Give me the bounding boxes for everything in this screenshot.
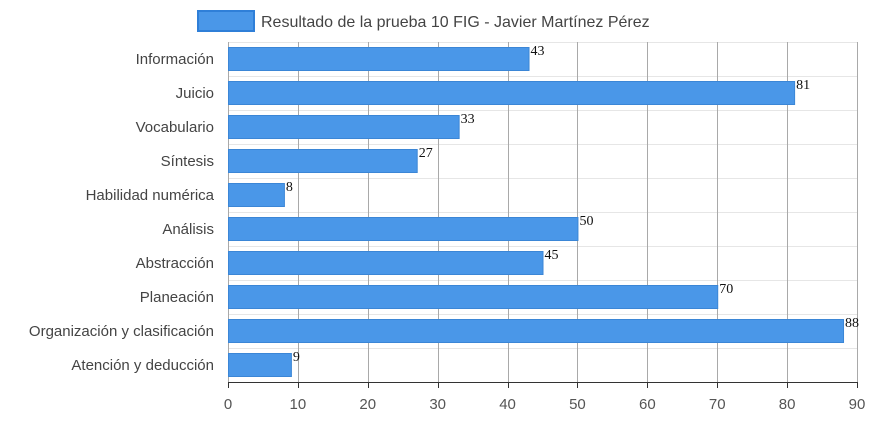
- x-tick-label: 60: [639, 396, 656, 413]
- bar: [228, 217, 579, 241]
- bar: [228, 319, 845, 343]
- bar: [228, 183, 285, 207]
- data-label: 43: [531, 44, 545, 59]
- bar: [228, 115, 460, 139]
- x-tick-label: 0: [224, 396, 232, 413]
- data-label: 9: [293, 350, 300, 365]
- x-tick-label: 20: [359, 396, 376, 413]
- bars: [228, 47, 845, 377]
- data-label: 8: [286, 180, 293, 195]
- bar: [228, 251, 544, 275]
- x-tick-label: 50: [569, 396, 586, 413]
- data-label: 50: [579, 214, 593, 229]
- bar: [228, 149, 418, 173]
- category-label: Organización y clasificación: [29, 323, 214, 340]
- x-tick-label: 30: [429, 396, 446, 413]
- legend: Resultado de la prueba 10 FIG - Javier M…: [197, 10, 650, 32]
- category-label: Juicio: [176, 85, 214, 102]
- category-label: Vocabulario: [136, 119, 214, 136]
- category-label: Análisis: [162, 221, 214, 238]
- legend-swatch: [197, 10, 255, 32]
- value-labels: 43 81 33 27 8 50 45 70 88 9: [286, 44, 859, 365]
- data-label: 81: [796, 78, 810, 93]
- category-label: Síntesis: [161, 153, 214, 170]
- category-label: Habilidad numérica: [86, 187, 215, 204]
- x-tick-label: 70: [709, 396, 726, 413]
- category-label: Planeación: [140, 289, 214, 306]
- bar: [228, 285, 719, 309]
- x-tick-label: 80: [779, 396, 796, 413]
- data-label: 27: [419, 146, 433, 161]
- data-label: 45: [545, 248, 559, 263]
- category-labels: Información Juicio Vocabulario Síntesis Habi…: [29, 51, 215, 374]
- data-label: 70: [719, 282, 733, 297]
- data-label: 88: [845, 316, 859, 331]
- data-label: 33: [461, 112, 475, 127]
- legend-label: Resultado de la prueba 10 FIG - Javier M…: [261, 14, 650, 31]
- x-tick-label: 40: [499, 396, 516, 413]
- category-label: Atención y deducción: [71, 357, 214, 374]
- x-tick-label: 10: [290, 396, 307, 413]
- x-axis: 0 10 20 30 40 50 60 70 80 90: [224, 382, 866, 413]
- bar: [228, 47, 530, 71]
- x-tick-label: 90: [849, 396, 866, 413]
- category-label: Abstracción: [136, 255, 214, 272]
- bar: [228, 353, 292, 377]
- category-label: Información: [136, 51, 214, 68]
- bar: [228, 81, 796, 105]
